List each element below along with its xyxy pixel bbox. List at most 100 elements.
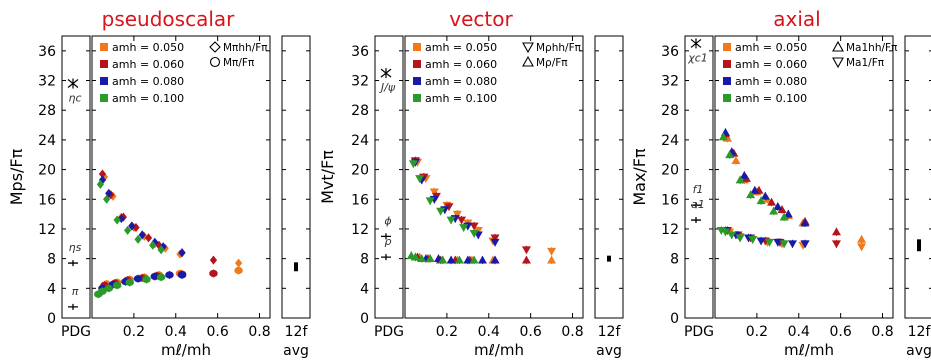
avg-label-bottom: avg xyxy=(906,343,931,359)
legend-swatch xyxy=(100,94,108,102)
pdg-marker-label: ρ xyxy=(385,235,392,248)
data-point xyxy=(138,230,146,240)
data-point xyxy=(746,190,756,199)
legend-marker xyxy=(209,41,221,53)
data-point xyxy=(787,240,797,249)
y-tick-label: 4 xyxy=(670,281,679,297)
data-point xyxy=(452,210,462,219)
legend-marker-label: Ma1hh/Fπ xyxy=(846,42,898,54)
x-tick-label: 0.4 xyxy=(478,324,500,340)
data-point xyxy=(113,215,121,225)
avg-frame xyxy=(281,35,311,319)
legend-label: amh = 0.100 xyxy=(425,92,497,105)
y-tick-label: 32 xyxy=(38,74,56,90)
y-tick-label: 24 xyxy=(351,133,369,149)
avg-bar xyxy=(607,255,611,262)
data-point xyxy=(735,175,745,184)
main-frame xyxy=(91,35,271,319)
avg-bar xyxy=(917,239,921,252)
data-point xyxy=(429,188,439,197)
data-point xyxy=(410,252,420,261)
x-tick-label: 0.6 xyxy=(830,324,852,340)
avg-label-top: 12f xyxy=(908,324,931,340)
avg-label-top: 12f xyxy=(598,324,622,340)
y-tick-label: 24 xyxy=(661,133,679,149)
panel-vector: vector 0 4 8 12 16 20 24 28 32 36 0.2 0.4 0.6 0.8 PDG 12… xyxy=(318,7,624,359)
data-point xyxy=(408,160,418,169)
data-point xyxy=(773,202,783,211)
y-tick-label: 12 xyxy=(351,222,369,238)
y-tick-label: 24 xyxy=(38,133,56,149)
main-frame xyxy=(714,35,894,319)
avg-frame xyxy=(594,35,624,319)
y-axis-label: Mvt/Fπ xyxy=(318,150,337,204)
legend-label: amh = 0.050 xyxy=(425,41,497,54)
y-axis-label: Max/Fπ xyxy=(630,148,649,206)
pdg-marker-label: ηs xyxy=(69,241,82,254)
pdg-marker-label: χc1 xyxy=(687,51,708,64)
data-point xyxy=(764,238,774,247)
pdg-marker xyxy=(67,78,79,89)
data-point xyxy=(177,271,187,279)
y-tick-label: 12 xyxy=(661,222,679,238)
pdg-label: PDG xyxy=(61,324,91,340)
pdg-marker-label: f1 xyxy=(693,183,704,196)
data-point xyxy=(446,216,456,225)
data-point xyxy=(718,132,728,141)
data-point xyxy=(133,275,143,283)
pdg-marker xyxy=(381,254,391,261)
panel-axial: axial 0 4 8 12 16 20 24 28 32 36 0.2 0.4 0.6 0.8 PDG 12f… xyxy=(630,7,931,359)
data-point xyxy=(831,240,841,249)
y-tick-label: 32 xyxy=(351,74,369,90)
data-point xyxy=(104,284,114,292)
data-point xyxy=(800,240,810,249)
data-point xyxy=(98,287,107,295)
data-point xyxy=(142,275,151,284)
legend-label: amh = 0.050 xyxy=(112,41,184,54)
legend-swatch xyxy=(723,94,731,102)
legend-marker-label: Ma1/Fπ xyxy=(846,57,885,69)
pdg-frame xyxy=(61,35,91,319)
x-axis-label: mℓ/mh xyxy=(474,341,524,359)
data-point xyxy=(760,191,770,200)
y-tick-label: 20 xyxy=(351,163,369,179)
data-point xyxy=(425,197,435,206)
y-tick-label: 28 xyxy=(38,103,56,119)
legend-marker xyxy=(832,57,844,69)
data-point xyxy=(725,150,735,159)
data-point xyxy=(735,234,745,243)
y-tick-label: 28 xyxy=(661,103,679,119)
y-tick-label: 0 xyxy=(47,311,56,327)
avg-label-bottom: avg xyxy=(596,343,622,359)
legend-swatch xyxy=(100,60,108,68)
panel-title: axial xyxy=(773,7,820,31)
legend-swatch xyxy=(723,43,731,51)
pdg-marker xyxy=(380,68,392,79)
legend-marker-label: Mπhh/Fπ xyxy=(223,42,268,54)
pdg-marker-label: a1 xyxy=(691,198,705,211)
legend-marker-label: Mπ/Fπ xyxy=(223,57,255,69)
legend-swatch xyxy=(413,60,421,68)
panel-title: vector xyxy=(449,7,513,31)
data-point xyxy=(178,248,186,258)
data-point xyxy=(150,272,160,281)
pdg-marker xyxy=(690,38,702,49)
y-tick-label: 8 xyxy=(670,252,679,268)
data-point xyxy=(459,224,469,232)
data-point xyxy=(165,271,174,279)
avg-label-top: 12f xyxy=(285,324,309,340)
y-tick-label: 16 xyxy=(351,192,369,208)
y-tick-label: 36 xyxy=(661,44,679,60)
data-point xyxy=(134,234,142,244)
data-point xyxy=(124,225,132,235)
legend-swatch xyxy=(100,43,108,51)
data-point xyxy=(521,246,531,255)
legend-marker xyxy=(832,40,844,52)
legend-swatch xyxy=(413,94,421,102)
data-point xyxy=(521,255,531,264)
avg-frame xyxy=(904,35,931,319)
data-point xyxy=(438,255,448,264)
data-point xyxy=(750,185,760,194)
